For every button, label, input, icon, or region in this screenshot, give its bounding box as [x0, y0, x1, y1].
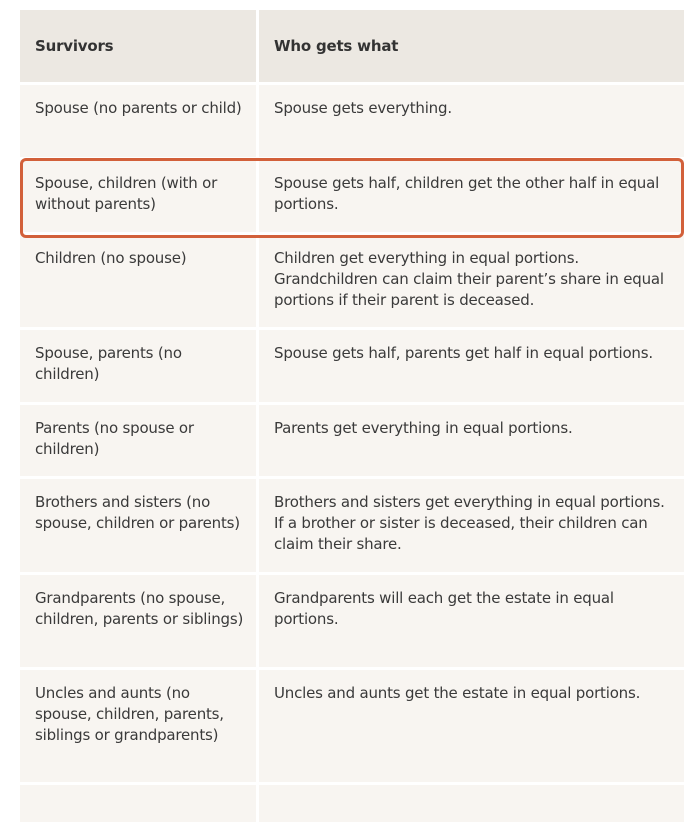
table-row: Uncles and aunts (no spouse, children, p…: [20, 670, 684, 785]
survivors-cell: Uncles and aunts (no spouse, children, p…: [20, 670, 259, 782]
survivors-cell: Spouse (no parents or child): [20, 85, 259, 157]
share-cell: Parents get everything in equal portions…: [274, 419, 573, 437]
survivors-cell: Children (no spouse): [20, 235, 259, 327]
table-row-highlighted: Spouse, children (with or without parent…: [20, 160, 684, 235]
inheritance-table: Survivors Who gets what Spouse (no paren…: [20, 10, 684, 825]
share-cell: Spouse gets everything.: [274, 99, 452, 117]
table-row: Spouse (no parents or child) Spouse gets…: [20, 85, 684, 160]
survivors-cell: Brothers and sisters (no spouse, childre…: [20, 479, 259, 572]
share-cell: Spouse gets half, children get the other…: [274, 174, 660, 213]
table-row: Brothers and sisters (no spouse, childre…: [20, 479, 684, 575]
survivors-cell: [20, 785, 259, 822]
survivors-cell: Parents (no spouse or children): [20, 405, 259, 476]
table-row: Grandparents (no spouse, children, paren…: [20, 575, 684, 670]
table-row: Spouse, parents (no children) Spouse get…: [20, 330, 684, 405]
share-cell: [259, 785, 684, 822]
survivors-cell: Spouse, children (with or without parent…: [20, 160, 259, 232]
survivors-cell: Spouse, parents (no children): [20, 330, 259, 402]
table-row: Parents (no spouse or children) Parents …: [20, 405, 684, 479]
share-cell: Grandparents will each get the estate in…: [274, 589, 614, 628]
survivors-cell: Grandparents (no spouse, children, paren…: [20, 575, 259, 667]
header-survivors: Survivors: [20, 10, 259, 82]
share-cell: Brothers and sisters get everything in e…: [274, 493, 665, 553]
table-row: Children (no spouse) Children get everyt…: [20, 235, 684, 330]
share-cell: Spouse gets half, parents get half in eq…: [274, 344, 653, 362]
header-who-gets-what: Who gets what: [274, 37, 399, 55]
share-cell: Children get everything in equal portion…: [274, 249, 664, 309]
table-header: Survivors Who gets what: [20, 10, 684, 85]
share-cell: Uncles and aunts get the estate in equal…: [274, 684, 641, 702]
table-row: [20, 785, 684, 825]
